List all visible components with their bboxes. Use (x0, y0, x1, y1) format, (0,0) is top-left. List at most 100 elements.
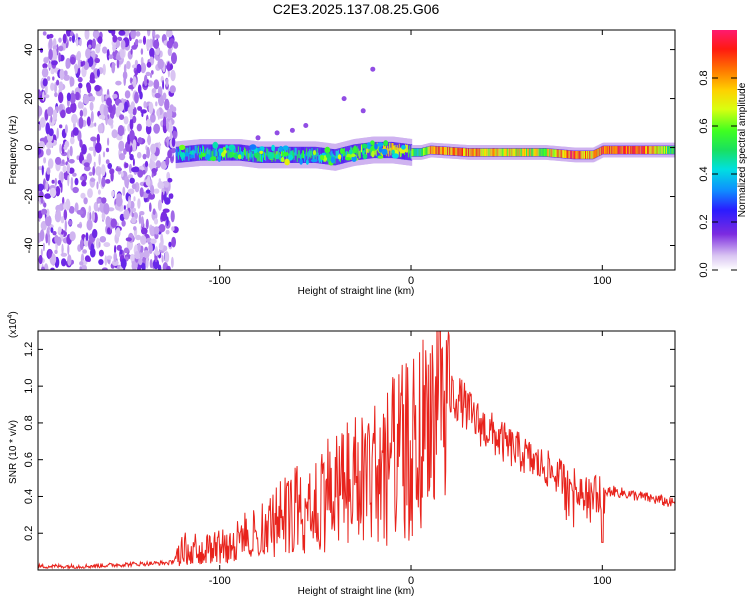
noise-speckle (58, 81, 64, 91)
ridge-core (613, 146, 616, 154)
noise-speckle (129, 129, 135, 142)
noise-speckle (64, 140, 70, 148)
ridge-core (398, 143, 401, 152)
noise-speckle (93, 148, 96, 157)
ridge-core (578, 151, 581, 159)
noise-speckle (146, 146, 151, 159)
ridge-core (620, 146, 623, 154)
ridge-core (511, 148, 514, 157)
ridge-core (194, 145, 197, 154)
ridge-core (408, 149, 411, 158)
noise-speckle (155, 34, 160, 39)
ridge-core (203, 146, 205, 155)
noise-speckle (98, 153, 101, 166)
ridge-blob (361, 143, 368, 149)
y-tick-label: 1.2 (23, 342, 35, 357)
ridge-core (651, 146, 654, 154)
ridge-core (457, 147, 460, 156)
noise-speckle (101, 211, 106, 221)
noise-speckle (50, 267, 55, 270)
ridge-core (202, 145, 204, 153)
noise-speckle (55, 186, 61, 197)
noise-speckle (129, 77, 133, 84)
noise-speckle (78, 67, 81, 76)
ridge-core (464, 148, 466, 156)
ridge-core (210, 150, 213, 158)
noise-speckle (76, 209, 84, 215)
ridge-core (574, 151, 577, 159)
noise-speckle (62, 33, 67, 44)
ridge-core (413, 148, 416, 157)
noise-speckle (79, 109, 84, 117)
ridge-core (308, 150, 311, 159)
ridge-core (299, 154, 302, 163)
ridge-core (407, 144, 410, 153)
noise-speckle (153, 188, 160, 194)
noise-speckle (145, 256, 149, 269)
noise-speckle (43, 202, 47, 208)
noise-speckle (92, 38, 96, 49)
ridge-blob (225, 145, 229, 149)
noise-speckle (151, 88, 157, 94)
ridge-core (553, 149, 556, 158)
ridge-core (494, 148, 497, 157)
ridge-core (461, 148, 464, 156)
ridge-core (638, 146, 641, 154)
noise-speckle (79, 266, 82, 270)
noise-speckle (146, 79, 149, 84)
ridge-core (356, 145, 359, 154)
noise-speckle (43, 263, 49, 270)
noise-speckle (139, 91, 143, 100)
noise-speckle (140, 62, 147, 74)
ridge-core (305, 151, 307, 160)
ridge-core (482, 148, 485, 157)
spur-speck (370, 66, 376, 72)
ridge-core (529, 148, 532, 157)
noise-speckle (118, 153, 126, 161)
noise-speckle (112, 35, 118, 43)
noise-speckle (125, 237, 132, 242)
noise-speckle (157, 108, 160, 121)
ridge-core (667, 146, 669, 154)
ridge-core (492, 148, 495, 157)
noise-speckle (66, 30, 72, 37)
ridge-core (591, 151, 594, 159)
noise-speckle (106, 227, 111, 235)
ridge-core (666, 146, 668, 154)
ridge-core (192, 149, 195, 158)
noise-speckle (155, 101, 158, 107)
ridge-blob (229, 151, 234, 158)
ridge-core (456, 147, 459, 156)
ridge-core (193, 150, 196, 159)
ridge-core (335, 150, 338, 159)
ridge-core (206, 148, 209, 157)
y-tick-label: 0.6 (23, 452, 35, 467)
noise-speckle (136, 63, 142, 74)
noise-speckle (84, 255, 91, 262)
noise-speckle (118, 30, 126, 36)
noise-speckle (47, 158, 54, 169)
ridge-core (241, 151, 243, 159)
ridge-core (264, 152, 266, 160)
ridge-core (197, 145, 200, 154)
noise-speckle (98, 114, 105, 120)
noise-speckle (124, 175, 130, 188)
noise-speckle (106, 49, 110, 61)
ridge-core (668, 146, 670, 154)
noise-speckle (66, 163, 70, 174)
noise-speckle (79, 139, 83, 148)
noise-speckle (166, 108, 173, 120)
noise-speckle (55, 156, 62, 165)
ridge-core (505, 148, 507, 157)
noise-speckle (65, 198, 71, 211)
noise-speckle (42, 31, 47, 36)
ridge-core (414, 148, 417, 157)
noise-speckle (63, 209, 68, 221)
ridge-core (516, 148, 519, 157)
noise-speckle (129, 118, 134, 131)
ridge-core (642, 146, 645, 154)
noise-speckle (110, 170, 114, 182)
noise-speckle (98, 172, 101, 185)
ridge-core (560, 149, 563, 158)
noise-speckle (148, 242, 153, 254)
